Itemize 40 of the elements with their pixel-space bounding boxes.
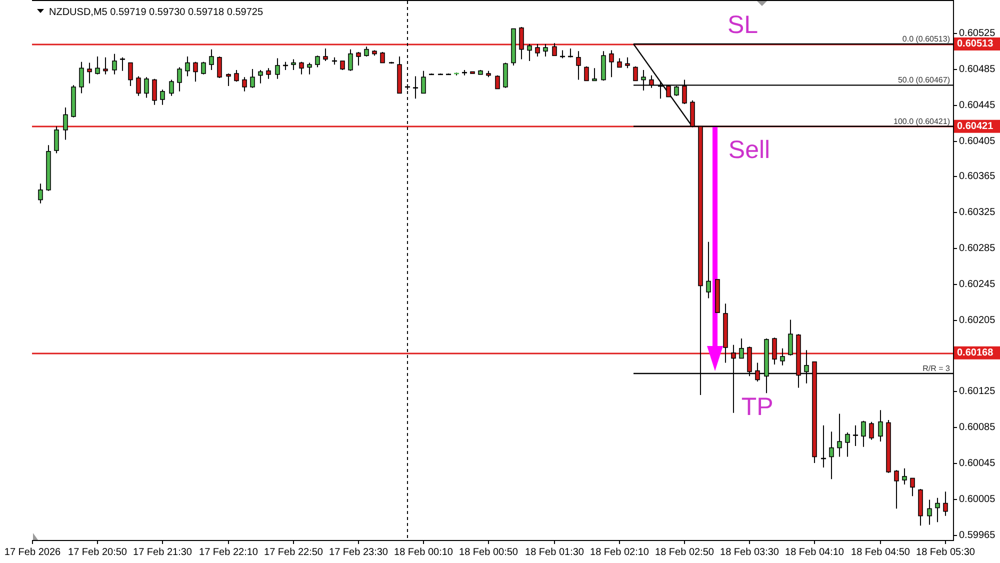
annotation: SL: [727, 11, 758, 39]
x-tick-label: 17 Feb 21:30: [133, 547, 192, 558]
y-tick-label: 0.60445: [959, 100, 996, 111]
y-tick-label: 0.60205: [959, 315, 996, 326]
y-tick-label: 0.60325: [959, 207, 996, 218]
annotation: 100.0 (0.60421): [894, 116, 950, 126]
x-tick-label: 17 Feb 22:10: [199, 547, 258, 558]
x-tick-label: 17 Feb 23:30: [329, 547, 388, 558]
y-tick-label: 0.60005: [959, 494, 996, 505]
y-tick-label: 0.60085: [959, 422, 996, 433]
x-tick-label: 17 Feb 20:50: [68, 547, 128, 558]
y-tick-label: 0.60285: [959, 243, 996, 254]
x-tick-label: 18 Feb 02:10: [590, 547, 650, 558]
x-tick-label: 18 Feb 02:50: [655, 547, 714, 558]
x-tick-label: 18 Feb 03:30: [720, 547, 780, 558]
y-tick-label: 0.60365: [959, 171, 996, 182]
annotation: 50.0 (0.60467): [898, 76, 950, 85]
x-tick-label: 18 Feb 00:10: [394, 547, 454, 558]
y-tick-label: 0.60045: [959, 458, 996, 469]
x-tick-label: 18 Feb 01:30: [525, 547, 584, 558]
ref-line-label: 0.60168: [957, 347, 994, 358]
y-tick-label: 0.60245: [959, 279, 996, 290]
x-tick-label: 18 Feb 04:50: [851, 547, 910, 558]
x-tick-label: 18 Feb 05:30: [916, 547, 976, 558]
annotation: Sell: [728, 136, 770, 164]
text: NZDUSD,M5 0.59719 0.59730 0.59718 0.59725: [49, 7, 264, 18]
annotation: 0.0 (0.60513): [902, 34, 950, 44]
x-tick-label: 17 Feb 2026: [4, 547, 62, 558]
annotation: R/R = 3: [922, 364, 951, 373]
annotation: TP: [741, 393, 774, 421]
x-tick-label: 18 Feb 00:50: [459, 547, 518, 558]
x-tick-label: 18 Feb 04:10: [785, 547, 844, 558]
y-tick-label: 0.60405: [959, 136, 996, 147]
ref-line-label: 0.60513: [957, 38, 994, 50]
y-tick-label: 0.60525: [959, 28, 996, 39]
ref-line-label: 0.60421: [957, 120, 994, 132]
y-tick-label: 0.60485: [959, 64, 996, 75]
y-tick-label: 0.60125: [959, 386, 996, 397]
x-tick-label: 17 Feb 22:50: [264, 547, 324, 558]
y-tick-label: 0.59965: [959, 530, 996, 541]
